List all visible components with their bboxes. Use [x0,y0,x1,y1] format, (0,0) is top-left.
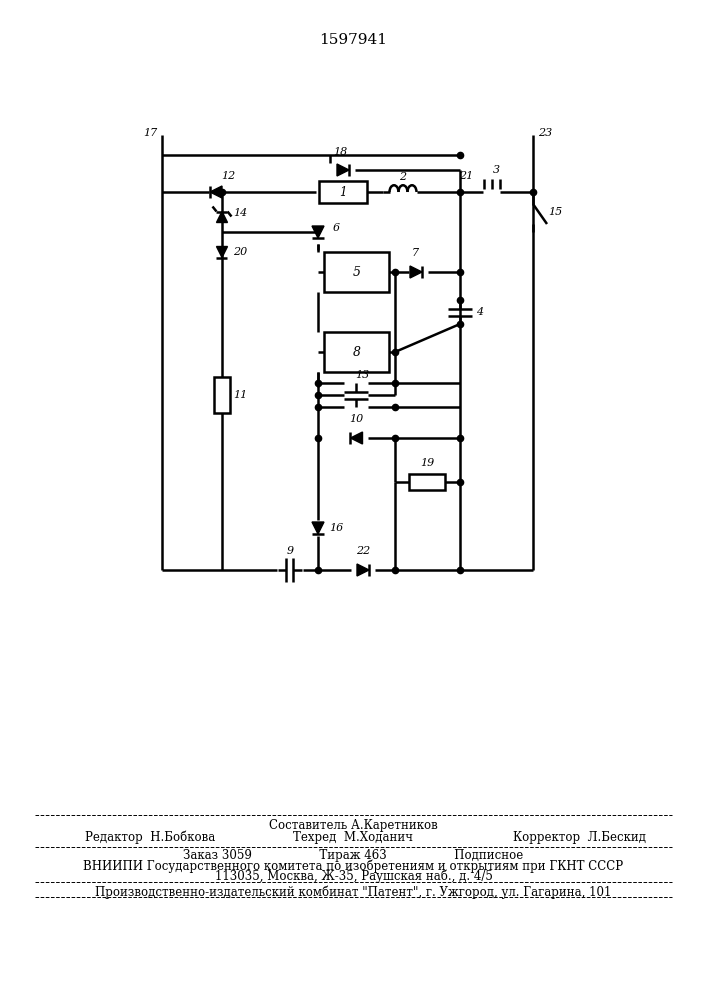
Polygon shape [216,212,228,223]
Text: 1: 1 [339,186,346,198]
Text: 4: 4 [477,307,484,317]
Text: 3: 3 [493,165,500,175]
Text: 23: 23 [538,128,552,138]
Text: 18: 18 [333,147,347,157]
Bar [319,181,367,203]
Text: 13: 13 [356,370,370,380]
Text: Корректор  Л.Бескид: Корректор Л.Бескид [513,830,646,844]
Text: 21: 21 [459,171,473,181]
Text: 7: 7 [411,248,419,258]
Text: 6: 6 [332,223,339,233]
Text: Редактор  Н.Бобкова: Редактор Н.Бобкова [85,830,215,844]
Text: Производственно-издательский комбинат "Патент", г. Ужгород, ул. Гагарина, 101: Производственно-издательский комбинат "П… [95,885,612,899]
Polygon shape [337,164,349,176]
Polygon shape [351,432,363,444]
Bar [214,377,230,413]
Text: 16: 16 [329,523,343,533]
Text: 9: 9 [286,546,293,556]
Bar [324,332,389,372]
Text: Составитель А.Каретников: Составитель А.Каретников [269,818,438,832]
Text: 14: 14 [233,208,247,218]
Text: 8: 8 [353,346,361,359]
Text: 22: 22 [356,546,370,556]
Polygon shape [410,266,422,278]
Text: 1597941: 1597941 [319,33,387,47]
Polygon shape [312,522,324,534]
Polygon shape [357,564,369,576]
Text: 12: 12 [221,171,235,181]
Text: ВНИИПИ Государственного комитета по изобретениям и открытиям при ГКНТ СССР: ВНИИПИ Государственного комитета по изоб… [83,859,624,873]
Text: 20: 20 [233,247,247,257]
Text: 11: 11 [233,390,247,400]
Polygon shape [312,226,324,238]
Text: Техред  М.Ходанич: Техред М.Ходанич [293,830,414,844]
Text: 5: 5 [353,265,361,278]
Text: 19: 19 [421,458,435,468]
Text: 15: 15 [548,207,562,217]
Text: 17: 17 [143,128,157,138]
Text: 10: 10 [349,414,363,424]
Polygon shape [210,186,222,198]
Polygon shape [216,246,228,257]
Text: Заказ 3059                  Тираж 463                  Подписное: Заказ 3059 Тираж 463 Подписное [183,850,524,862]
Bar [324,252,389,292]
Bar [409,474,445,490]
Text: 2: 2 [399,172,407,182]
Text: 113035, Москва, Ж-35, Раушская наб., д. 4/5: 113035, Москва, Ж-35, Раушская наб., д. … [214,869,493,883]
